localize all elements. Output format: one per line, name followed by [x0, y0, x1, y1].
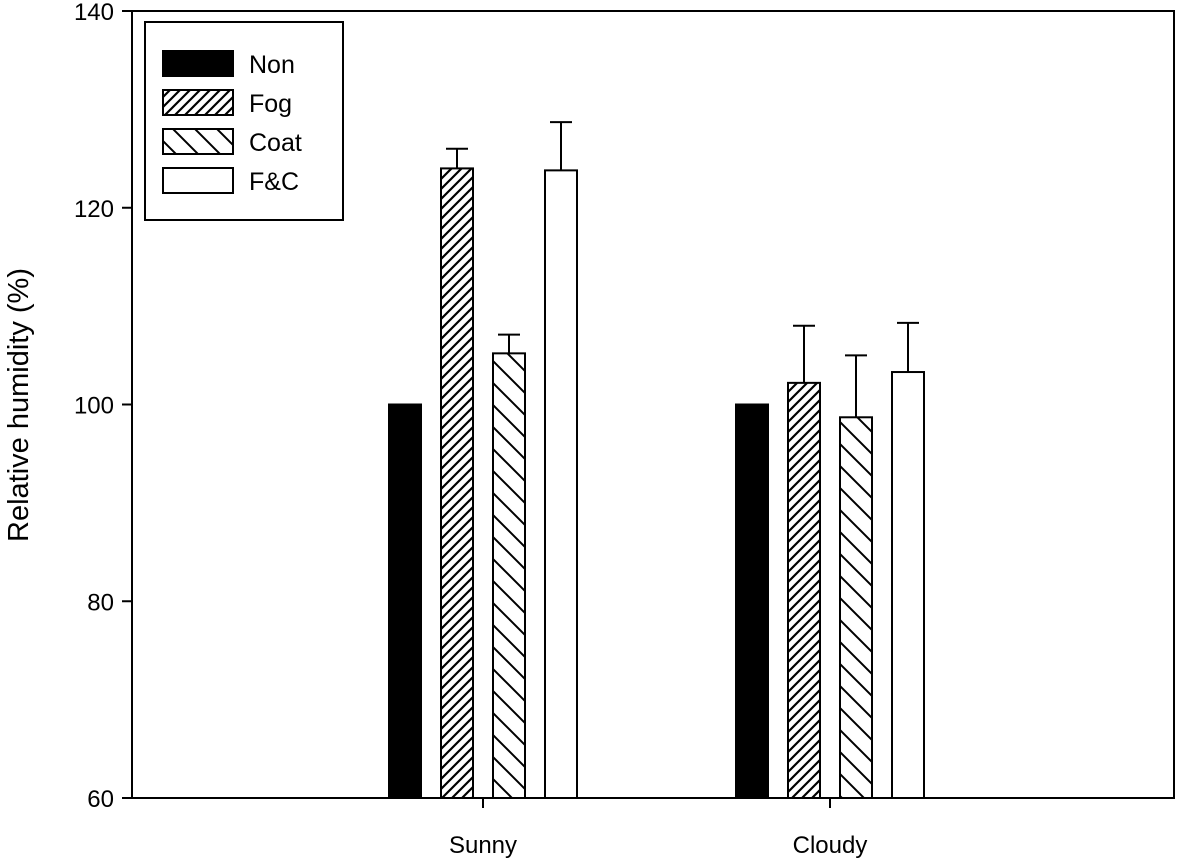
legend-swatch-f-c [162, 167, 234, 194]
legend-swatch-non [162, 50, 234, 77]
legend-swatch-coat [162, 128, 234, 155]
legend-swatch-fog [162, 89, 234, 116]
y-axis: 60 80 100 120 140 [74, 0, 132, 813]
y-tick-label-140: 140 [74, 0, 114, 26]
y-tick-label-60: 60 [87, 786, 114, 813]
bars [388, 167, 925, 799]
bar-sunny-coat [492, 352, 526, 799]
y-tick-label-120: 120 [74, 196, 114, 223]
legend-label-fog: Fog [249, 90, 292, 118]
bar-cloudy-non [735, 403, 769, 799]
x-tick-label-cloudy: Cloudy [793, 832, 868, 859]
legend: Non Fog Coat F&C [144, 21, 344, 221]
legend-label-f-c: F&C [249, 168, 299, 196]
x-axis: Sunny Cloudy [449, 798, 867, 859]
bar-sunny-fog [440, 167, 474, 799]
y-tick-label-100: 100 [74, 393, 114, 420]
bar-cloudy-coat [839, 416, 873, 799]
legend-label-coat: Coat [249, 129, 302, 157]
y-tick-label-80: 80 [87, 589, 114, 616]
y-axis-title: Relative humidity (%) [3, 268, 35, 542]
error-bars [446, 121, 919, 418]
x-tick-label-sunny: Sunny [449, 832, 517, 859]
bar-sunny-non [388, 403, 422, 799]
bar-sunny-f-c [544, 169, 578, 799]
bar-cloudy-fog [787, 381, 821, 799]
legend-label-non: Non [249, 51, 295, 79]
bar-cloudy-f-c [891, 371, 925, 799]
